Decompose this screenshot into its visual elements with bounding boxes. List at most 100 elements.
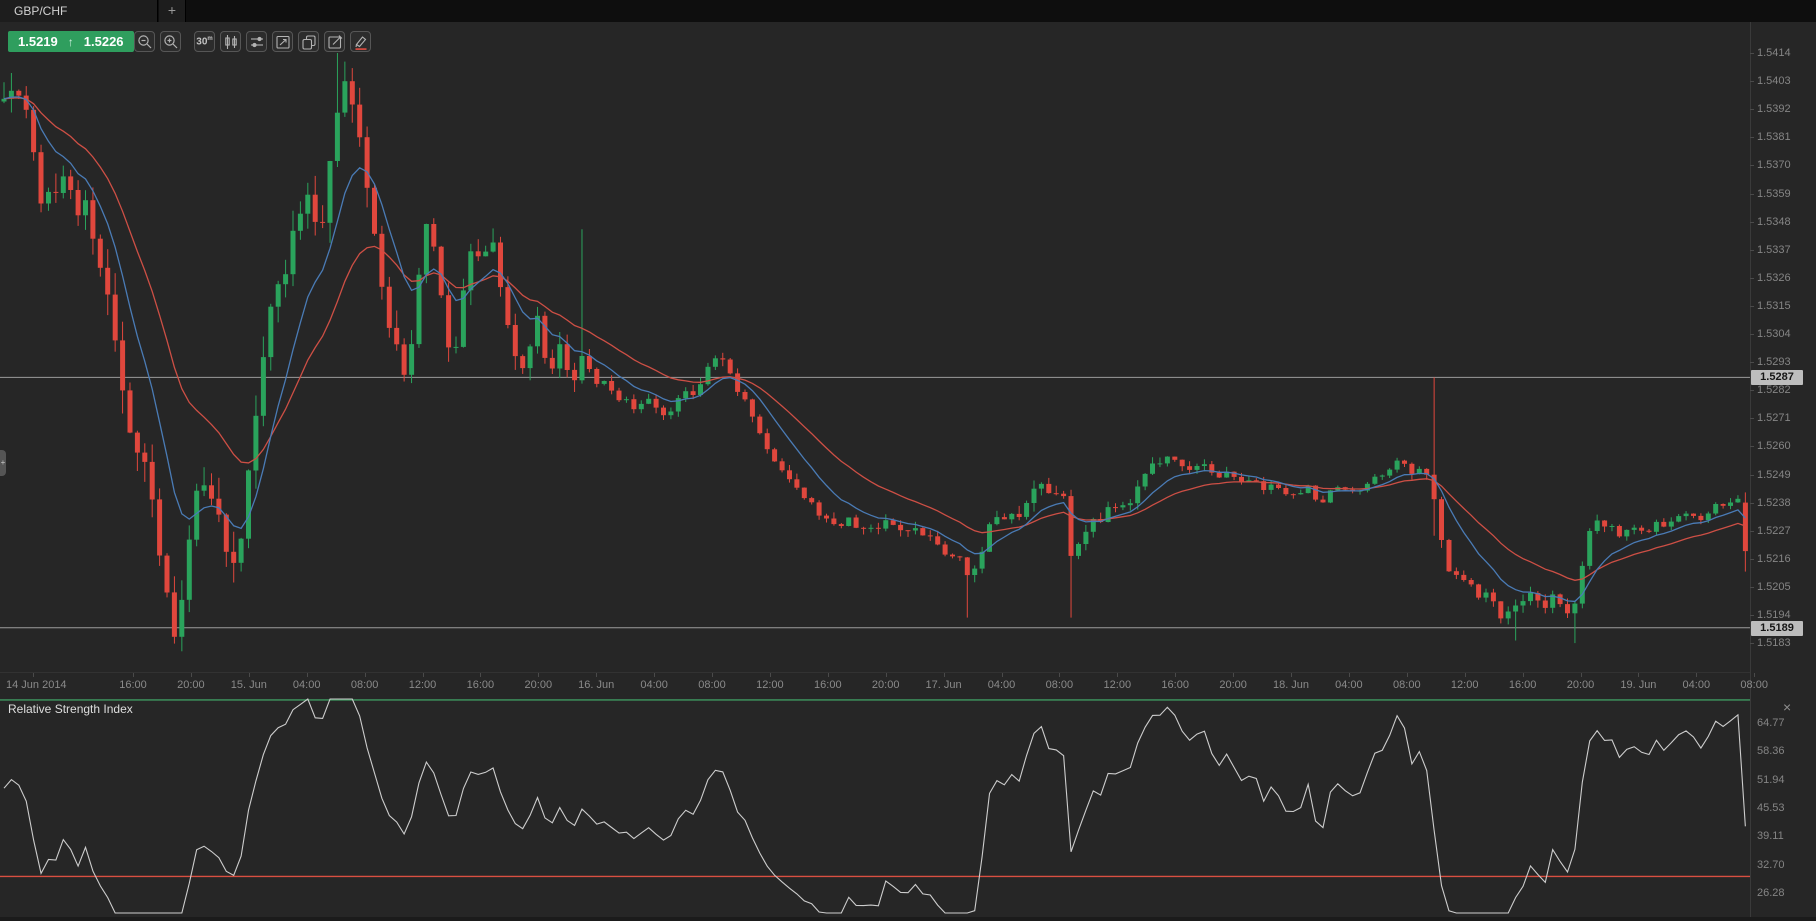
rsi-axis-label: 58.36 [1757, 745, 1785, 758]
time-axis-tick [133, 673, 134, 677]
time-axis-tick [1696, 673, 1698, 677]
time-axis-label: 12:00 [1450, 679, 1479, 691]
edit-icon [326, 33, 344, 51]
tab-gbpchf[interactable]: GBP/CHF [0, 0, 158, 22]
main-chart-area[interactable] [0, 22, 1750, 672]
time-axis-label: 04:00 [292, 679, 321, 691]
snapshot-button[interactable] [272, 31, 293, 52]
time-axis-tick [1406, 673, 1408, 677]
draw-tool-button[interactable] [350, 31, 371, 52]
price-axis-label: 1.5359 [1757, 187, 1791, 200]
price-axis-tick [1750, 615, 1754, 616]
price-axis-tick [1750, 643, 1754, 645]
price-axis-tick [1750, 362, 1754, 364]
time-axis-tick [1522, 673, 1524, 677]
price-axis-tick [1750, 277, 1754, 279]
timeframe-button[interactable]: 30m [194, 31, 215, 52]
rsi-plot[interactable] [0, 697, 1750, 917]
price-axis-tick [1750, 418, 1754, 420]
copy-icon [300, 33, 318, 51]
price-axis-tick [1750, 81, 1754, 83]
time-axis-label: 15. Jun [230, 679, 267, 691]
time-axis-tick [1638, 673, 1640, 677]
ask-button[interactable]: 1.5226 [83, 34, 124, 49]
price-axis-label: 1.5403 [1757, 75, 1791, 88]
price-up-arrow-icon: ↑ [67, 34, 74, 49]
time-axis-tick [1001, 673, 1003, 677]
zoom-in-button[interactable] [160, 31, 181, 52]
rsi-axis-label: 51.94 [1757, 773, 1785, 786]
time-axis-tick [190, 673, 192, 677]
price-axis-tick [1750, 474, 1754, 476]
price-axis-tick [1750, 558, 1754, 560]
time-axis-label: 08:00 [1393, 679, 1421, 691]
time-axis-label: 16:00 [119, 679, 147, 691]
sliders-icon [248, 33, 266, 51]
time-axis-label: 16:00 [466, 679, 495, 691]
marker-pen-icon [352, 33, 370, 51]
time-axis-label: 16:00 [1508, 679, 1537, 691]
time-axis-label: 16:00 [1161, 679, 1189, 691]
ema-slow-line [3, 97, 1746, 581]
candles [1, 53, 1748, 652]
rsi-close-icon[interactable]: × [1783, 699, 1792, 715]
time-axis-tick [769, 673, 771, 677]
price-axis-tick [1750, 530, 1754, 532]
time-axis-tick [1059, 673, 1061, 677]
indicators-button[interactable] [246, 31, 267, 52]
price-axis-label: 1.5337 [1757, 243, 1791, 256]
rsi-title: Relative Strength Index [8, 702, 133, 716]
rsi-axis-label: 32.70 [1757, 858, 1785, 871]
price-axis-label: 1.5183 [1757, 637, 1791, 650]
rsi-axis-label: 64.77 [1757, 717, 1785, 729]
price-axis-label: 1.5260 [1757, 440, 1791, 453]
time-axis-label: 08:00 [1740, 679, 1768, 691]
price-axis-label: 1.5315 [1757, 299, 1791, 312]
rsi-line [3, 698, 1746, 914]
time-axis[interactable]: 14 Jun 2014 16:00 20:00 15. Jun 04:00 08:00 12… [0, 672, 1816, 697]
price-axis-tick [1750, 53, 1754, 54]
time-axis-tick [364, 673, 366, 677]
time-axis-label: 04:00 [1682, 679, 1711, 691]
price-axis-label: 1.5194 [1757, 609, 1791, 621]
time-axis-tick [885, 673, 887, 677]
price-marker-badge: 1.5189 [1751, 620, 1803, 636]
tab-bar: GBP/CHF + [0, 0, 1816, 22]
time-axis-tick [422, 673, 424, 677]
zoom-in-icon [162, 33, 180, 51]
time-axis-label: 20:00 [871, 679, 900, 691]
rsi-axis-label: 39.11 [1757, 830, 1784, 843]
zoom-out-button[interactable] [134, 31, 155, 52]
time-axis-label: 08:00 [1045, 679, 1074, 691]
time-axis-label: 08:00 [350, 679, 379, 691]
time-axis-label: 14 Jun 2014 [6, 679, 67, 691]
chart-type-button[interactable] [220, 31, 241, 52]
price-axis-tick [1750, 446, 1754, 448]
price-axis-tick [1750, 137, 1754, 139]
time-axis-label: 04:00 [1335, 679, 1363, 691]
time-axis-tick [827, 673, 829, 677]
new-tab-button[interactable]: + [159, 0, 186, 22]
time-axis-label: 08:00 [698, 679, 726, 691]
time-axis-tick [654, 673, 656, 677]
candlestick-chart [0, 53, 1750, 652]
time-axis-tick [1175, 673, 1177, 677]
time-axis-tick [1117, 673, 1119, 677]
price-axis-label: 1.5348 [1757, 215, 1791, 228]
time-axis-label: 12:00 [756, 679, 784, 691]
sidebar-expand-grip[interactable]: + [0, 450, 6, 476]
price-axis-label: 1.5216 [1757, 552, 1791, 565]
rsi-axis-label: 26.28 [1757, 886, 1785, 899]
price-axis-tick [1750, 249, 1754, 251]
time-axis-tick [1464, 673, 1466, 677]
bid-button[interactable]: 1.5219 [18, 34, 58, 49]
price-axis-label: 1.5238 [1757, 496, 1791, 509]
price-axis-tick [1750, 586, 1754, 588]
time-axis-tick [596, 673, 598, 677]
price-axis-tick [1750, 165, 1754, 167]
edit-button[interactable] [324, 31, 345, 52]
zoom-out-icon [136, 33, 154, 51]
time-axis-tick [1233, 673, 1235, 677]
copy-chart-button[interactable] [298, 31, 319, 52]
time-axis-tick [480, 673, 482, 677]
